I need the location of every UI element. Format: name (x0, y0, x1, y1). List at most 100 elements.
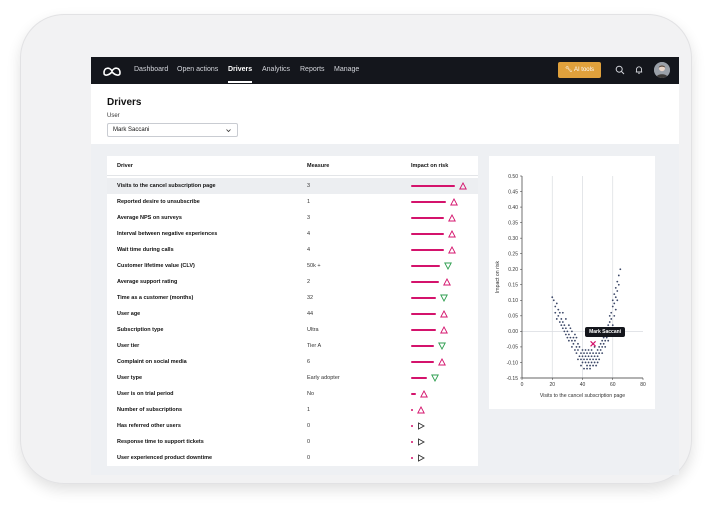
column-header-measure[interactable]: Measure (307, 163, 330, 169)
data-point (574, 333, 576, 336)
bell-icon[interactable] (634, 65, 644, 75)
data-point (555, 302, 558, 305)
user-select-value: Mark Saccani (113, 127, 150, 133)
data-point (599, 349, 602, 351)
measure-cell: 3 (307, 183, 311, 189)
table-row[interactable]: Visits to the cancel subscription page 3 (107, 178, 478, 194)
driver-cell: Complaint on social media (117, 359, 187, 365)
data-point (583, 352, 585, 355)
nav-item-dashboard[interactable]: Dashboard (134, 66, 169, 73)
nav-item-manage[interactable]: Manage (334, 66, 360, 73)
table-row[interactable]: Reported desire to unsubscribe 1 (107, 194, 478, 210)
data-point (599, 342, 602, 345)
data-point (584, 355, 587, 358)
user-filter-label: User (107, 113, 120, 119)
table-row[interactable]: User type Early adopter (107, 370, 478, 386)
table-row[interactable]: User experienced product downtime 0 (107, 450, 478, 466)
measure-cell: 0 (307, 423, 311, 429)
y-tick-label: 0.10 (508, 298, 518, 304)
table-row[interactable]: Has referred other users 0 (107, 418, 478, 434)
driver-cell: Has referred other users (117, 423, 181, 429)
nav-item-reports[interactable]: Reports (300, 66, 325, 73)
impact-bar (411, 281, 439, 283)
data-point (605, 336, 608, 339)
data-point (574, 339, 576, 342)
table-row[interactable]: Average support rating 2 (107, 274, 478, 290)
data-point (592, 352, 594, 355)
triangle-down-icon (431, 374, 439, 382)
table-row[interactable]: Response time to support tickets 0 (107, 434, 478, 450)
data-point (601, 352, 604, 355)
data-point (558, 311, 561, 314)
top-nav: Dashboard Open actions Drivers Analytics… (91, 57, 679, 84)
table-row[interactable]: Time as a customer (months) 32 (107, 290, 478, 306)
x-tick-label: 80 (640, 382, 646, 388)
data-point (617, 274, 620, 277)
table-row[interactable]: Complaint on social media 6 (107, 354, 478, 370)
y-tick-label: 0.30 (508, 236, 518, 242)
triangle-down-icon (440, 294, 448, 302)
data-point (610, 318, 613, 320)
data-point (602, 336, 605, 339)
ai-tools-button[interactable]: 🔧︎ AI tools (558, 62, 601, 78)
triangle-up-icon (438, 358, 446, 366)
driver-cell: Wait time during calls (117, 247, 174, 253)
x-tick-label: 0 (521, 382, 524, 388)
table-row[interactable]: Subscription type Ultra (107, 322, 478, 338)
data-point (587, 349, 590, 351)
data-point (571, 330, 573, 333)
data-point (563, 330, 566, 333)
driver-cell: Time as a customer (months) (117, 295, 194, 301)
column-header-driver[interactable]: Driver (117, 163, 133, 169)
ai-tools-label: AI tools (573, 67, 594, 73)
triangle-up-icon (443, 278, 451, 286)
measure-cell: Tier A (307, 343, 322, 349)
table-row[interactable]: User age 44 (107, 306, 478, 322)
avatar[interactable] (654, 62, 670, 78)
driver-cell: User tier (117, 343, 140, 349)
data-point (580, 352, 582, 355)
table-row[interactable]: User tier Tier A (107, 338, 478, 354)
column-header-impact[interactable]: Impact on risk (411, 163, 449, 169)
impact-scatter-chart: -0.15 -0.10 -0.05 0.00 0.05 0.10 0.15 0.20 0.25 0… (489, 156, 655, 409)
table-row[interactable]: Average NPS on surveys 3 (107, 210, 478, 226)
table-row[interactable]: User is on trial period No (107, 386, 478, 402)
data-point (608, 314, 611, 317)
nav-item-open-actions[interactable]: Open actions (177, 66, 219, 73)
data-point (567, 324, 570, 327)
data-point (552, 299, 555, 302)
impact-bar (411, 313, 436, 315)
data-point (564, 333, 567, 336)
data-point (596, 355, 599, 358)
triangle-up-icon (420, 390, 428, 398)
table-row[interactable]: Wait time during calls 4 (107, 242, 478, 258)
data-point (554, 305, 557, 308)
user-avatar-icon (654, 62, 670, 78)
table-row[interactable]: Interval between negative experiences 4 (107, 226, 478, 242)
table-row[interactable]: Number of subscriptions 1 (107, 402, 478, 418)
triangle-right-icon (418, 422, 425, 430)
user-select[interactable]: Mark Saccani (107, 123, 238, 137)
nav-item-analytics[interactable]: Analytics (262, 66, 291, 73)
impact-bar (411, 393, 416, 395)
data-point (560, 324, 563, 327)
page-title: Drivers (107, 97, 142, 108)
nav-item-drivers[interactable]: Drivers (228, 66, 253, 73)
search-icon[interactable] (615, 65, 625, 75)
data-point (593, 355, 596, 358)
data-point (607, 324, 610, 327)
data-point (596, 361, 599, 364)
data-point (583, 358, 585, 361)
driver-cell: Reported desire to unsubscribe (117, 199, 200, 205)
data-point (595, 352, 598, 355)
table-row[interactable]: Customer lifetime value (CLV) 50k + (107, 258, 478, 274)
impact-bar (411, 201, 446, 203)
impact-bar (411, 345, 434, 347)
x-axis-label: Visits to the cancel subscription page (540, 393, 625, 399)
data-point (557, 308, 560, 311)
measure-cell: Early adopter (307, 375, 340, 381)
data-point (578, 346, 581, 348)
triangle-up-icon (459, 182, 467, 190)
measure-cell: No (307, 391, 315, 397)
data-point (571, 346, 573, 348)
